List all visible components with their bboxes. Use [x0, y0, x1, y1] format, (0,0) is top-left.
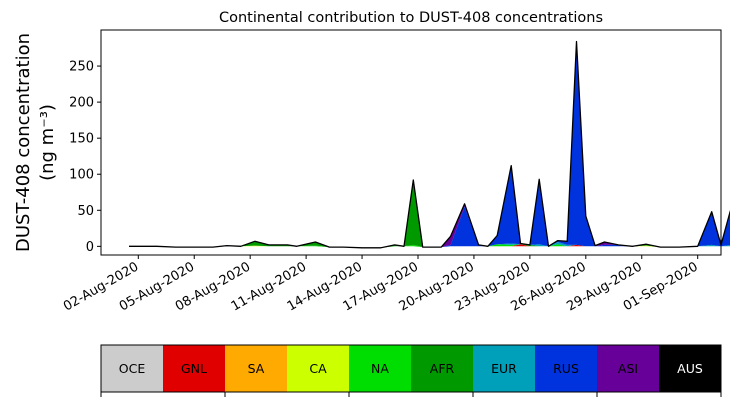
colorbar-swatch-oce — [101, 345, 164, 392]
total-line — [129, 40, 730, 249]
colorbar-label-ca: CA — [309, 361, 327, 376]
y-tick-label: 0 — [86, 240, 94, 255]
area-rus — [129, 43, 730, 248]
area-afr — [129, 180, 730, 248]
colorbar-label-aus: AUS — [677, 361, 703, 376]
plot-frame — [100, 29, 722, 256]
y-tick-label: 100 — [69, 168, 94, 183]
colorbar-swatch-aus — [659, 345, 722, 392]
plot-areas — [129, 41, 730, 248]
colorbar-label-na: NA — [371, 361, 389, 376]
colorbar-swatch-gnl — [163, 345, 226, 392]
area-ca — [129, 244, 730, 248]
colorbar-label-sa: SA — [248, 361, 265, 376]
area-eur — [129, 180, 730, 248]
colorbar-swatch-asi — [597, 345, 660, 392]
y-tick-label: 50 — [77, 204, 94, 219]
y-tick-label: 250 — [69, 60, 94, 75]
y-axis: 0 50 100 150 200 250 — [69, 60, 101, 255]
colorbar-swatch-eur — [473, 345, 536, 392]
colorbar-label-gnl: GNL — [181, 361, 207, 376]
colorbar-swatch-ca — [287, 345, 350, 392]
y-tick-label: 150 — [69, 132, 94, 147]
colorbar-swatch-na — [349, 345, 412, 392]
colorbar-label-afr: AFR — [430, 361, 455, 376]
y-tick-label: 200 — [69, 96, 94, 111]
y-axis-label-line2: (ng m⁻³) — [37, 104, 58, 181]
colorbar-swatch-rus — [535, 345, 598, 392]
area-asi — [129, 41, 730, 248]
continent-colorbar: OCE GNL SA CA NA AFR EUR RUS ASI AUS — [100, 344, 722, 397]
colorbar-label-eur: EUR — [491, 361, 517, 376]
colorbar-swatch-sa — [225, 345, 288, 392]
chart-title: Continental contribution to DUST-408 con… — [219, 10, 603, 26]
y-axis-label-line1: DUST-408 concentration — [13, 33, 34, 252]
x-axis: 02-Aug-202005-Aug-202008-Aug-202011-Aug-… — [61, 255, 701, 315]
colorbar-label-asi: ASI — [618, 361, 638, 376]
colorbar-swatch-afr — [411, 345, 474, 392]
colorbar-frame — [100, 344, 722, 393]
plot-total — [129, 40, 730, 249]
colorbar-label-oce: OCE — [119, 361, 146, 376]
colorbar-label-rus: RUS — [553, 361, 579, 376]
